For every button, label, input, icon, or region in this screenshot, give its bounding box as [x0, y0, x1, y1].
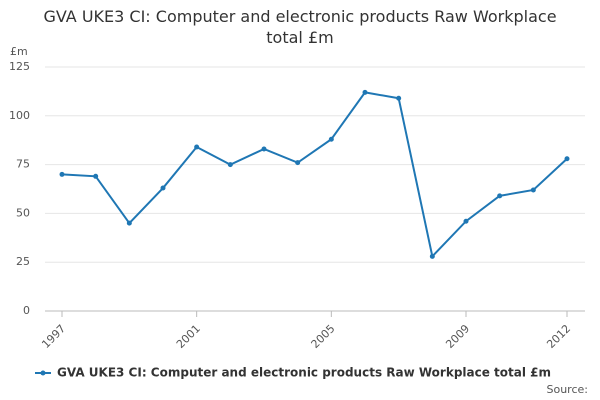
point	[396, 95, 402, 101]
point	[194, 144, 200, 150]
point	[530, 187, 536, 193]
source-label: Source:	[547, 383, 589, 396]
y-tick-label: 100	[9, 109, 30, 122]
point	[59, 171, 65, 177]
point	[93, 173, 99, 179]
x-tick-label: 2009	[443, 322, 472, 351]
y-tick-label: 50	[16, 206, 30, 219]
point	[564, 156, 570, 162]
y-tick-label: 125	[9, 60, 30, 73]
point	[463, 218, 469, 224]
legend-label: GVA UKE3 CI: Computer and electronic pro…	[57, 366, 551, 380]
point	[227, 162, 233, 168]
x-tick-label: 1997	[39, 322, 68, 351]
x-tick-label: 2012	[544, 322, 573, 351]
point	[429, 253, 435, 259]
y-tick-label: 25	[16, 255, 30, 268]
point	[295, 160, 301, 166]
line	[61, 91, 568, 259]
point	[362, 89, 368, 95]
point	[126, 220, 132, 226]
y-unit: £m	[10, 45, 28, 58]
y-tick-label: 0	[23, 304, 30, 317]
y-tick-label: 75	[16, 158, 30, 171]
legend-marker	[40, 370, 46, 376]
x-tick-label: 2001	[174, 322, 203, 351]
x-tick-label: 2005	[309, 322, 338, 351]
point	[497, 193, 503, 199]
point	[160, 185, 166, 191]
point	[328, 136, 334, 142]
chart-title: GVA UKE3 CI: Computer and electronic pro…	[43, 7, 557, 47]
point	[261, 146, 267, 152]
